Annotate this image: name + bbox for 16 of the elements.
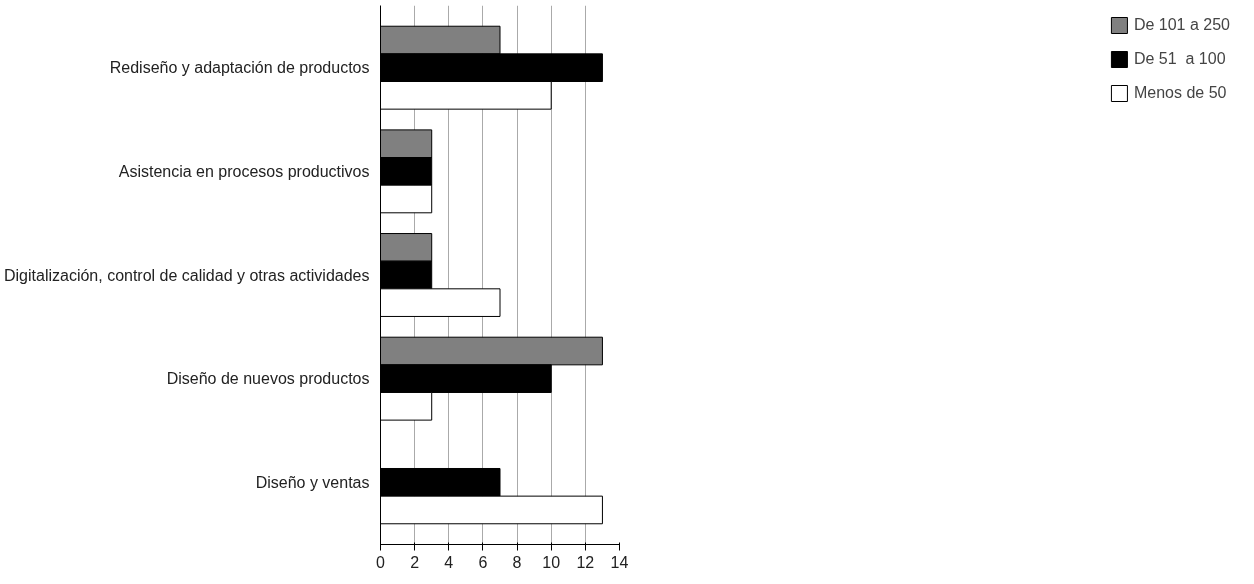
legend-label: De 51 a 100 (1133, 50, 1226, 68)
legend-label: De 101 a 250 (1133, 16, 1230, 34)
y-tick-label: Diseño y ventas (255, 473, 370, 491)
x-tick-label: 6 (478, 553, 488, 571)
y-tick-label: Diseño de nuevos productos (166, 370, 370, 388)
x-tick-label: 4 (444, 553, 454, 571)
x-tick-label: 12 (576, 553, 595, 571)
x-tick-label: 10 (542, 553, 561, 571)
x-tick-label: 0 (376, 553, 386, 571)
x-tick-label: 8 (512, 553, 522, 571)
y-tick-label: Rediseño y adaptación de productos (109, 59, 370, 77)
y-tick-label: Asistencia en procesos productivos (118, 162, 370, 180)
y-tick-label: Digitalización, control de calidad y otras actividades (3, 266, 370, 284)
x-tick-label: 2 (410, 553, 420, 571)
legend-label: Menos de 50 (1133, 84, 1227, 102)
x-tick-label: 14 (610, 553, 629, 571)
